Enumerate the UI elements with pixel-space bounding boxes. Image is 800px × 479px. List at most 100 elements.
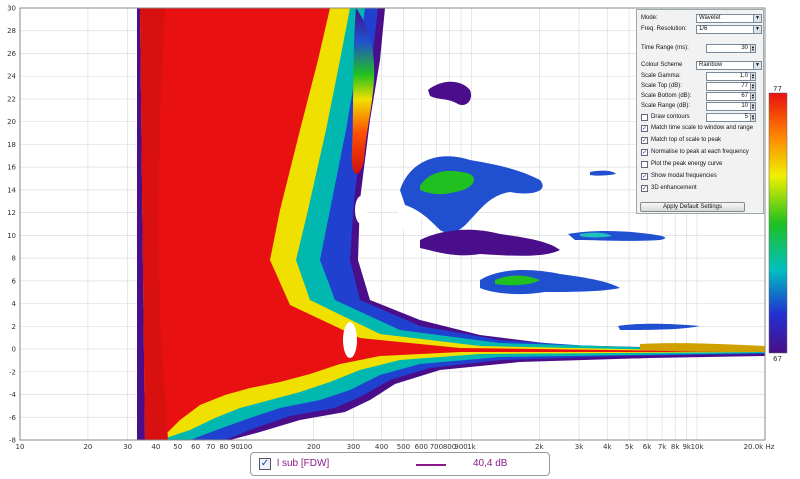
colour-scheme-value: Rainbow [699, 61, 723, 68]
checkbox-row: ✓ Show modal frequencies [641, 171, 759, 181]
time-range-value: 30 [741, 44, 748, 51]
x-tick-label: 20.0k Hz [744, 443, 775, 451]
x-tick-label: 2k [535, 443, 544, 451]
mode-select[interactable]: Wavelet ▼ [696, 13, 762, 23]
energy-hole-300hz [343, 322, 357, 358]
y-tick-label: 24 [7, 73, 16, 81]
3d-enhancement-checkbox[interactable]: ✓ [641, 184, 648, 192]
draw-contours-checkbox[interactable] [641, 113, 648, 121]
spinner-icon[interactable]: ▲ ▼ [750, 71, 755, 80]
x-tick-label: 1k [467, 443, 476, 451]
y-tick-label: 4 [12, 300, 17, 308]
contours-count-input[interactable]: 5 ▲ ▼ [706, 112, 756, 122]
spinner-icon[interactable]: ▲ ▼ [750, 91, 755, 100]
energy-hole-330hz-upper [355, 196, 367, 224]
colour-scheme-label: Colour Scheme [641, 62, 683, 68]
scale-top-label: Scale Top (dB): [641, 83, 682, 89]
y-tick-label: 28 [7, 27, 16, 35]
y-tick-label: 18 [7, 141, 16, 149]
x-tick-label: 400 [375, 443, 388, 451]
draw-contours-row: Draw contours 5 ▲ ▼ [641, 112, 759, 122]
y-tick-label: 6 [12, 277, 17, 285]
x-axis: 10 20 30 40 50 60 70 80 90 100 200 300 400 500 600 700 8… [16, 443, 775, 451]
mode-label: Mode: [641, 15, 658, 21]
x-tick-label: 8k [671, 443, 680, 451]
x-tick-label: 600 [415, 443, 428, 451]
match-time-scale-label: Match time scale to window and range [651, 125, 754, 131]
time-range-row: Time Range (ms): 30 ▲ ▼ [641, 43, 759, 53]
draw-contours-label: Draw contours [651, 114, 690, 120]
tail-highfreq [640, 343, 765, 352]
normalise-peak-checkbox[interactable]: ✓ [641, 148, 648, 156]
x-tick-label: 7k [658, 443, 667, 451]
match-time-scale-checkbox[interactable]: ✓ [641, 124, 648, 132]
x-tick-label: 90 [231, 443, 240, 451]
scale-range-value: 10 [741, 102, 748, 109]
colour-scheme-row: Colour Scheme Rainbow ▼ [641, 60, 762, 70]
apply-default-settings-button[interactable]: Apply Default Settings [640, 202, 745, 212]
freq-resolution-label: Freq. Resolution: [641, 26, 687, 32]
x-tick-label: 40 [151, 443, 160, 451]
x-tick-label: 3k [575, 443, 584, 451]
x-tick-label: 800 [443, 443, 456, 451]
y-tick-label: -8 [9, 437, 16, 445]
colorbar-gradient [768, 92, 788, 354]
scale-range-label: Scale Range (dB): [641, 103, 691, 109]
energy-band-red [140, 8, 760, 440]
freq-resolution-select[interactable]: 1/6 ▼ [696, 24, 762, 34]
3d-enhancement-label: 3D enhancement [651, 185, 697, 191]
scale-gamma-input[interactable]: 1,0 ▲ ▼ [706, 71, 756, 81]
energy-surface [137, 8, 765, 440]
match-top-scale-checkbox[interactable]: ✓ [641, 136, 648, 144]
scale-bottom-input[interactable]: 67 ▲ ▼ [706, 91, 756, 101]
normalise-peak-label: Normalise to peak at each frequency [651, 149, 749, 155]
scale-top-input[interactable]: 77 ▲ ▼ [706, 81, 756, 91]
peak-energy-curve-checkbox[interactable] [641, 160, 648, 168]
chevron-down-icon: ▼ [753, 14, 761, 22]
y-tick-label: -2 [9, 368, 16, 376]
energy-lobe-40hz [140, 8, 168, 440]
mode-value: Wavelet [699, 14, 721, 21]
y-tick-label: 12 [7, 209, 16, 217]
scale-bottom-row: Scale Bottom (dB): 67 ▲ ▼ [641, 91, 759, 101]
x-tick-label: 30 [123, 443, 132, 451]
x-tick-label: 5k [625, 443, 634, 451]
legend-series-name[interactable]: l sub [FDW] [277, 458, 330, 469]
time-range-label: Time Range (ms): [641, 45, 689, 51]
island-1khz-core [580, 232, 612, 238]
time-range-input[interactable]: 30 ▲ ▼ [706, 43, 756, 53]
scale-gamma-label: Scale Gamma: [641, 73, 681, 79]
scale-bottom-value: 67 [741, 92, 748, 99]
legend-series-value: 40,4 dB [473, 458, 508, 469]
modal-frequencies-label: Show modal frequencies [651, 173, 717, 179]
scale-gamma-row: Scale Gamma: 1,0 ▲ ▼ [641, 71, 759, 81]
x-tick-label: 9k [682, 443, 691, 451]
spinner-icon[interactable]: ▲ ▼ [750, 112, 755, 121]
colour-scheme-select[interactable]: Rainbow ▼ [696, 60, 762, 70]
checkbox-row: ✓ Match time scale to window and range [641, 123, 759, 133]
island-550hz-mid [420, 229, 560, 256]
match-top-scale-label: Match top of scale to peak [651, 137, 722, 143]
y-tick-label: 22 [7, 95, 16, 103]
y-tick-label: 14 [7, 186, 16, 194]
spinner-icon[interactable]: ▲ ▼ [750, 43, 755, 52]
x-tick-label: 6k [643, 443, 652, 451]
checkbox-row: Plot the peak energy curve [641, 159, 759, 169]
scale-top-row: Scale Top (dB): 77 ▲ ▼ [641, 81, 759, 91]
spinner-icon[interactable]: ▲ ▼ [750, 101, 755, 110]
y-tick-label: 8 [12, 255, 16, 263]
spinner-icon[interactable]: ▲ ▼ [750, 81, 755, 90]
modal-frequencies-checkbox[interactable]: ✓ [641, 172, 648, 180]
scale-gamma-value: 1,0 [739, 72, 748, 79]
x-tick-label: 20 [83, 443, 92, 451]
legend-visibility-checkbox[interactable]: ✓ [259, 458, 271, 470]
y-tick-label: 0 [12, 346, 16, 354]
x-tick-label: 10 [16, 443, 25, 451]
scale-bottom-label: Scale Bottom (dB): [641, 93, 692, 99]
scale-range-input[interactable]: 10 ▲ ▼ [706, 101, 756, 111]
x-tick-label: 700 [430, 443, 443, 451]
y-tick-label: 2 [12, 323, 16, 331]
island-500hz-core [420, 170, 475, 195]
